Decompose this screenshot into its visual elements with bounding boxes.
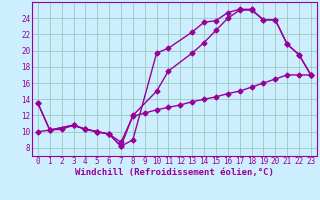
X-axis label: Windchill (Refroidissement éolien,°C): Windchill (Refroidissement éolien,°C) [75,168,274,177]
